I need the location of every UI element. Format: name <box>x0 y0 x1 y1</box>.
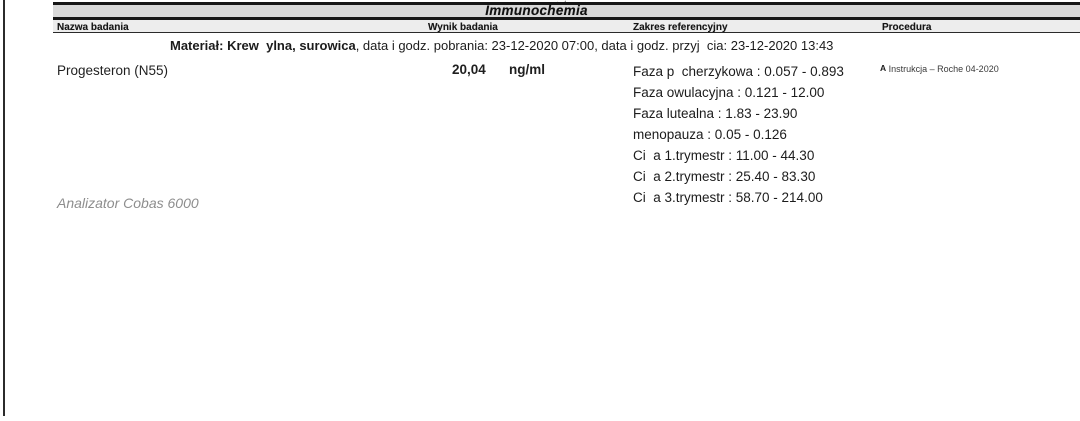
section-title: Immunochemia <box>485 3 588 18</box>
reference-range-line: Ci a 1.trymestr : 11.00 - 44.30 <box>633 148 815 163</box>
procedure-text: Instrukcja – Roche 04-2020 <box>886 64 999 74</box>
column-header-wynik-badania: Wynik badania <box>428 22 498 33</box>
column-header-zakres-referencyjny: Zakres referencyjny <box>633 22 728 33</box>
reference-range-list: Faza p cherzykowa : 0.057 - 0.893 Faza o… <box>633 61 844 208</box>
material-label: Materiał: Krew ylna, surowica <box>170 38 356 53</box>
reference-range-line: Ci a 2.trymestr : 25.40 - 83.30 <box>633 169 816 184</box>
column-header-nazwa-badania: Nazwa badania <box>57 22 129 33</box>
reference-range-line: Ci a 3.trymestr : 58.70 - 214.00 <box>633 190 823 205</box>
procedure-note: A Instrukcja – Roche 04-2020 <box>880 63 999 74</box>
result-value: 20,04 <box>452 62 486 77</box>
material-line: Materiał: Krew ylna, surowica, data i go… <box>170 38 833 53</box>
reference-range-line: menopauza : 0.05 - 0.126 <box>633 127 787 142</box>
section-header-bar: Immunochemia <box>53 2 1080 20</box>
column-header-procedura: Procedura <box>882 22 932 33</box>
analyzer-note: Analizator Cobas 6000 <box>57 195 199 211</box>
result-unit: ng/ml <box>509 62 545 77</box>
procedure-marker: A <box>880 63 887 73</box>
reference-range-line: Faza lutealna : 1.83 - 23.90 <box>633 106 798 121</box>
column-header-bar <box>53 20 1080 33</box>
test-name: Progesteron (N55) <box>57 63 169 78</box>
reference-range-line: Faza owulacyjna : 0.121 - 12.00 <box>633 85 825 100</box>
material-details: , data i godz. pobrania: 23-12-2020 07:0… <box>355 38 834 53</box>
page-edge-line <box>3 0 5 416</box>
reference-range-line: Faza p cherzykowa : 0.057 - 0.893 <box>633 64 844 79</box>
